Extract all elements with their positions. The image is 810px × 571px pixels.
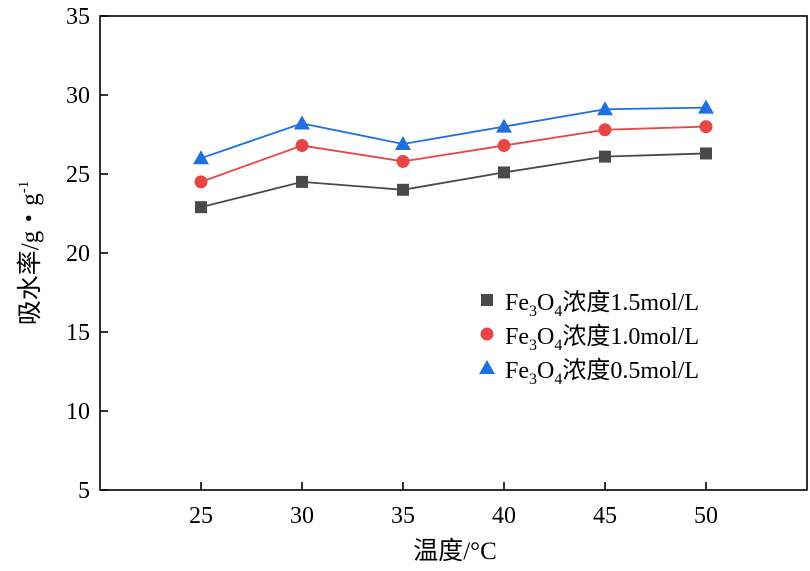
series-2-point-0	[193, 150, 209, 165]
legend-marker-1	[480, 327, 494, 341]
legend-label-1-part-1: 3	[529, 337, 537, 354]
series-0-line	[200, 152, 707, 209]
series-1-point-5	[699, 120, 713, 134]
y-tick-label-20: 20	[66, 241, 90, 267]
series-0	[195, 147, 712, 214]
series-2	[193, 99, 714, 165]
series-0-point-5	[700, 147, 712, 160]
legend-label-0-part-3: 4	[554, 303, 562, 320]
legend-entry-1: Fe3O4浓度1.0mol/L	[480, 323, 699, 354]
y-tick-label-5: 5	[78, 478, 90, 504]
axis-ticks: 25 30 35 40 45 50 5 10 15 20 25 30 35	[66, 4, 718, 529]
series-2-line	[200, 106, 707, 160]
x-tick-label-30: 30	[290, 503, 314, 529]
legend-label-2-part-2: O	[537, 358, 554, 384]
series-layer	[193, 99, 714, 214]
series-0-point-3	[498, 166, 510, 179]
y-tick-label-15: 15	[66, 320, 90, 346]
series-0-point-1	[296, 175, 308, 188]
legend-label-0-part-1: 3	[529, 303, 537, 320]
y-axis-title: 吸水率/g・g-1	[16, 181, 44, 325]
x-tick-label-45: 45	[593, 503, 617, 529]
legend-label-2: Fe3O4浓度0.5mol/L	[505, 357, 699, 388]
y-tick-label-10: 10	[66, 399, 90, 425]
legend-label-0-part-0: Fe	[505, 290, 529, 316]
series-1-point-3	[497, 139, 511, 153]
legend-label-1-part-3: 4	[554, 337, 562, 354]
legend-label-0: Fe3O4浓度1.5mol/L	[505, 289, 699, 320]
legend-label-1-part-0: Fe	[505, 324, 529, 350]
legend-entry-2: Fe3O4浓度0.5mol/L	[479, 357, 699, 388]
series-0-point-4	[599, 150, 611, 163]
x-tick-label-50: 50	[694, 503, 718, 529]
series-2-point-2	[395, 135, 411, 150]
legend-label-1-part-2: O	[537, 324, 554, 350]
series-2-point-1	[294, 115, 310, 130]
y-axis-title-superscript: -1	[16, 181, 32, 194]
y-tick-label-35: 35	[66, 4, 90, 30]
series-1-point-1	[295, 139, 309, 153]
y-tick-label-25: 25	[66, 162, 90, 188]
y-axis-title-main: 吸水率/g・g	[16, 193, 44, 325]
x-tick-label-40: 40	[492, 503, 516, 529]
legend-label-1: Fe3O4浓度1.0mol/L	[505, 323, 699, 354]
legend: Fe3O4浓度1.5mol/LFe3O4浓度1.0mol/LFe3O4浓度0.5…	[479, 289, 699, 388]
legend-entry-0: Fe3O4浓度1.5mol/L	[481, 289, 699, 320]
series-1-point-2	[396, 154, 410, 168]
legend-label-2-part-4: 浓度0.5mol/L	[562, 357, 699, 384]
series-2-point-4	[597, 101, 613, 116]
series-0-point-2	[397, 183, 409, 196]
series-2-point-5	[698, 99, 714, 114]
series-2-point-3	[496, 118, 512, 133]
series-1-point-4	[598, 123, 612, 137]
legend-label-1-part-4: 浓度1.0mol/L	[562, 323, 699, 350]
legend-marker-2	[479, 360, 495, 374]
legend-marker-0	[481, 294, 493, 306]
x-tick-label-35: 35	[391, 503, 415, 529]
legend-label-2-part-3: 4	[554, 371, 562, 388]
series-1	[194, 120, 713, 189]
legend-label-0-part-2: O	[537, 290, 554, 316]
series-1-point-0	[194, 175, 208, 189]
legend-label-0-part-4: 浓度1.5mol/L	[562, 289, 699, 316]
y-tick-label-30: 30	[66, 83, 90, 109]
legend-label-2-part-1: 3	[529, 371, 537, 388]
x-axis-title: 温度/°C	[413, 537, 497, 565]
plot-frame	[99, 15, 808, 491]
x-tick-label-25: 25	[189, 503, 213, 529]
series-0-point-0	[195, 201, 207, 214]
series-1-line	[200, 125, 707, 183]
legend-label-2-part-0: Fe	[505, 358, 529, 384]
